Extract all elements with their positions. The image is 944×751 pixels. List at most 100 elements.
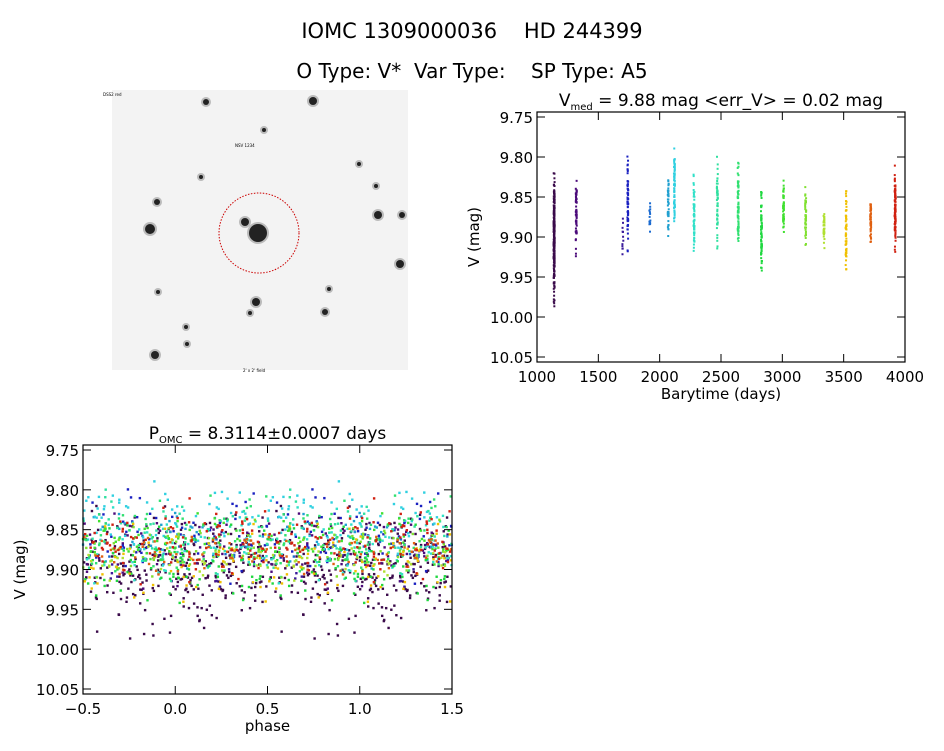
data-point (431, 545, 435, 548)
data-point (280, 582, 284, 585)
data-point (321, 533, 325, 537)
data-point (247, 552, 250, 555)
y-tick-label: 10.05 (490, 349, 533, 367)
data-point (553, 195, 556, 198)
data-point (161, 564, 165, 567)
data-point (375, 535, 378, 539)
data-point (191, 526, 194, 529)
data-point (324, 588, 328, 591)
data-point (312, 529, 316, 532)
data-point (574, 193, 577, 196)
data-point (307, 549, 310, 552)
data-point (379, 514, 382, 518)
data-point (287, 563, 290, 567)
data-point (288, 525, 291, 528)
data-point (121, 564, 125, 568)
data-point (386, 563, 389, 566)
data-point (420, 537, 424, 541)
data-point (407, 545, 410, 548)
data-point (352, 563, 356, 567)
data-point (198, 529, 201, 533)
data-point (215, 512, 218, 516)
data-point (294, 535, 298, 538)
data-point (105, 590, 109, 594)
data-point (390, 542, 393, 545)
data-point (822, 228, 825, 231)
data-point (97, 556, 101, 560)
data-point (333, 523, 337, 526)
data-point (553, 248, 556, 251)
data-point (823, 213, 826, 216)
data-point (782, 230, 785, 233)
data-point (252, 563, 256, 566)
data-point (386, 574, 389, 577)
data-point (382, 525, 386, 529)
data-point (666, 213, 669, 216)
data-point (112, 542, 116, 545)
data-point (257, 548, 260, 551)
data-point (220, 565, 224, 568)
data-point (277, 531, 281, 535)
data-point (437, 564, 440, 568)
data-point (183, 546, 186, 550)
data-point (201, 524, 205, 527)
data-point (737, 180, 740, 183)
data-point (216, 575, 220, 579)
data-point (430, 531, 433, 534)
data-point (251, 581, 255, 584)
data-point (169, 541, 172, 544)
data-point (284, 516, 288, 519)
data-point (145, 512, 149, 516)
data-point (823, 217, 826, 220)
data-point (318, 594, 321, 597)
data-point (217, 533, 221, 536)
data-point (83, 580, 86, 583)
data-point (310, 521, 314, 525)
data-point (97, 553, 100, 557)
data-point (805, 210, 808, 213)
data-point (214, 549, 217, 552)
data-point (272, 566, 275, 569)
data-point (121, 561, 125, 565)
data-point (894, 220, 897, 223)
data-point (262, 556, 265, 560)
data-point (143, 559, 146, 562)
data-point (429, 516, 432, 520)
data-point (893, 207, 896, 210)
data-point (332, 562, 335, 566)
data-point (150, 537, 153, 540)
data-point (171, 557, 174, 561)
data-point (553, 261, 556, 264)
data-point (408, 596, 412, 600)
data-point (168, 577, 172, 581)
data-point (339, 516, 342, 520)
data-point (174, 521, 177, 525)
data-point (334, 566, 337, 570)
data-point (414, 523, 417, 526)
data-point (230, 554, 234, 557)
data-point (358, 559, 362, 562)
data-point (360, 519, 364, 523)
data-point (377, 534, 381, 538)
y-tick-label: 10.05 (36, 681, 79, 699)
data-point (264, 550, 267, 553)
data-point (389, 560, 392, 563)
data-point (255, 564, 259, 567)
data-point (667, 201, 670, 204)
data-point (249, 539, 253, 542)
data-point (552, 257, 555, 260)
data-point (231, 502, 234, 506)
data-point (361, 560, 364, 564)
data-point (311, 506, 314, 509)
data-point (673, 165, 676, 168)
data-point (434, 505, 437, 508)
y-tick-label: 10.00 (490, 309, 533, 327)
data-point (142, 539, 145, 542)
data-point (118, 547, 122, 550)
data-point (300, 556, 304, 560)
data-point (140, 551, 143, 555)
data-point (343, 529, 346, 532)
data-point (285, 573, 289, 576)
data-point (273, 546, 277, 549)
data-point (151, 575, 154, 578)
